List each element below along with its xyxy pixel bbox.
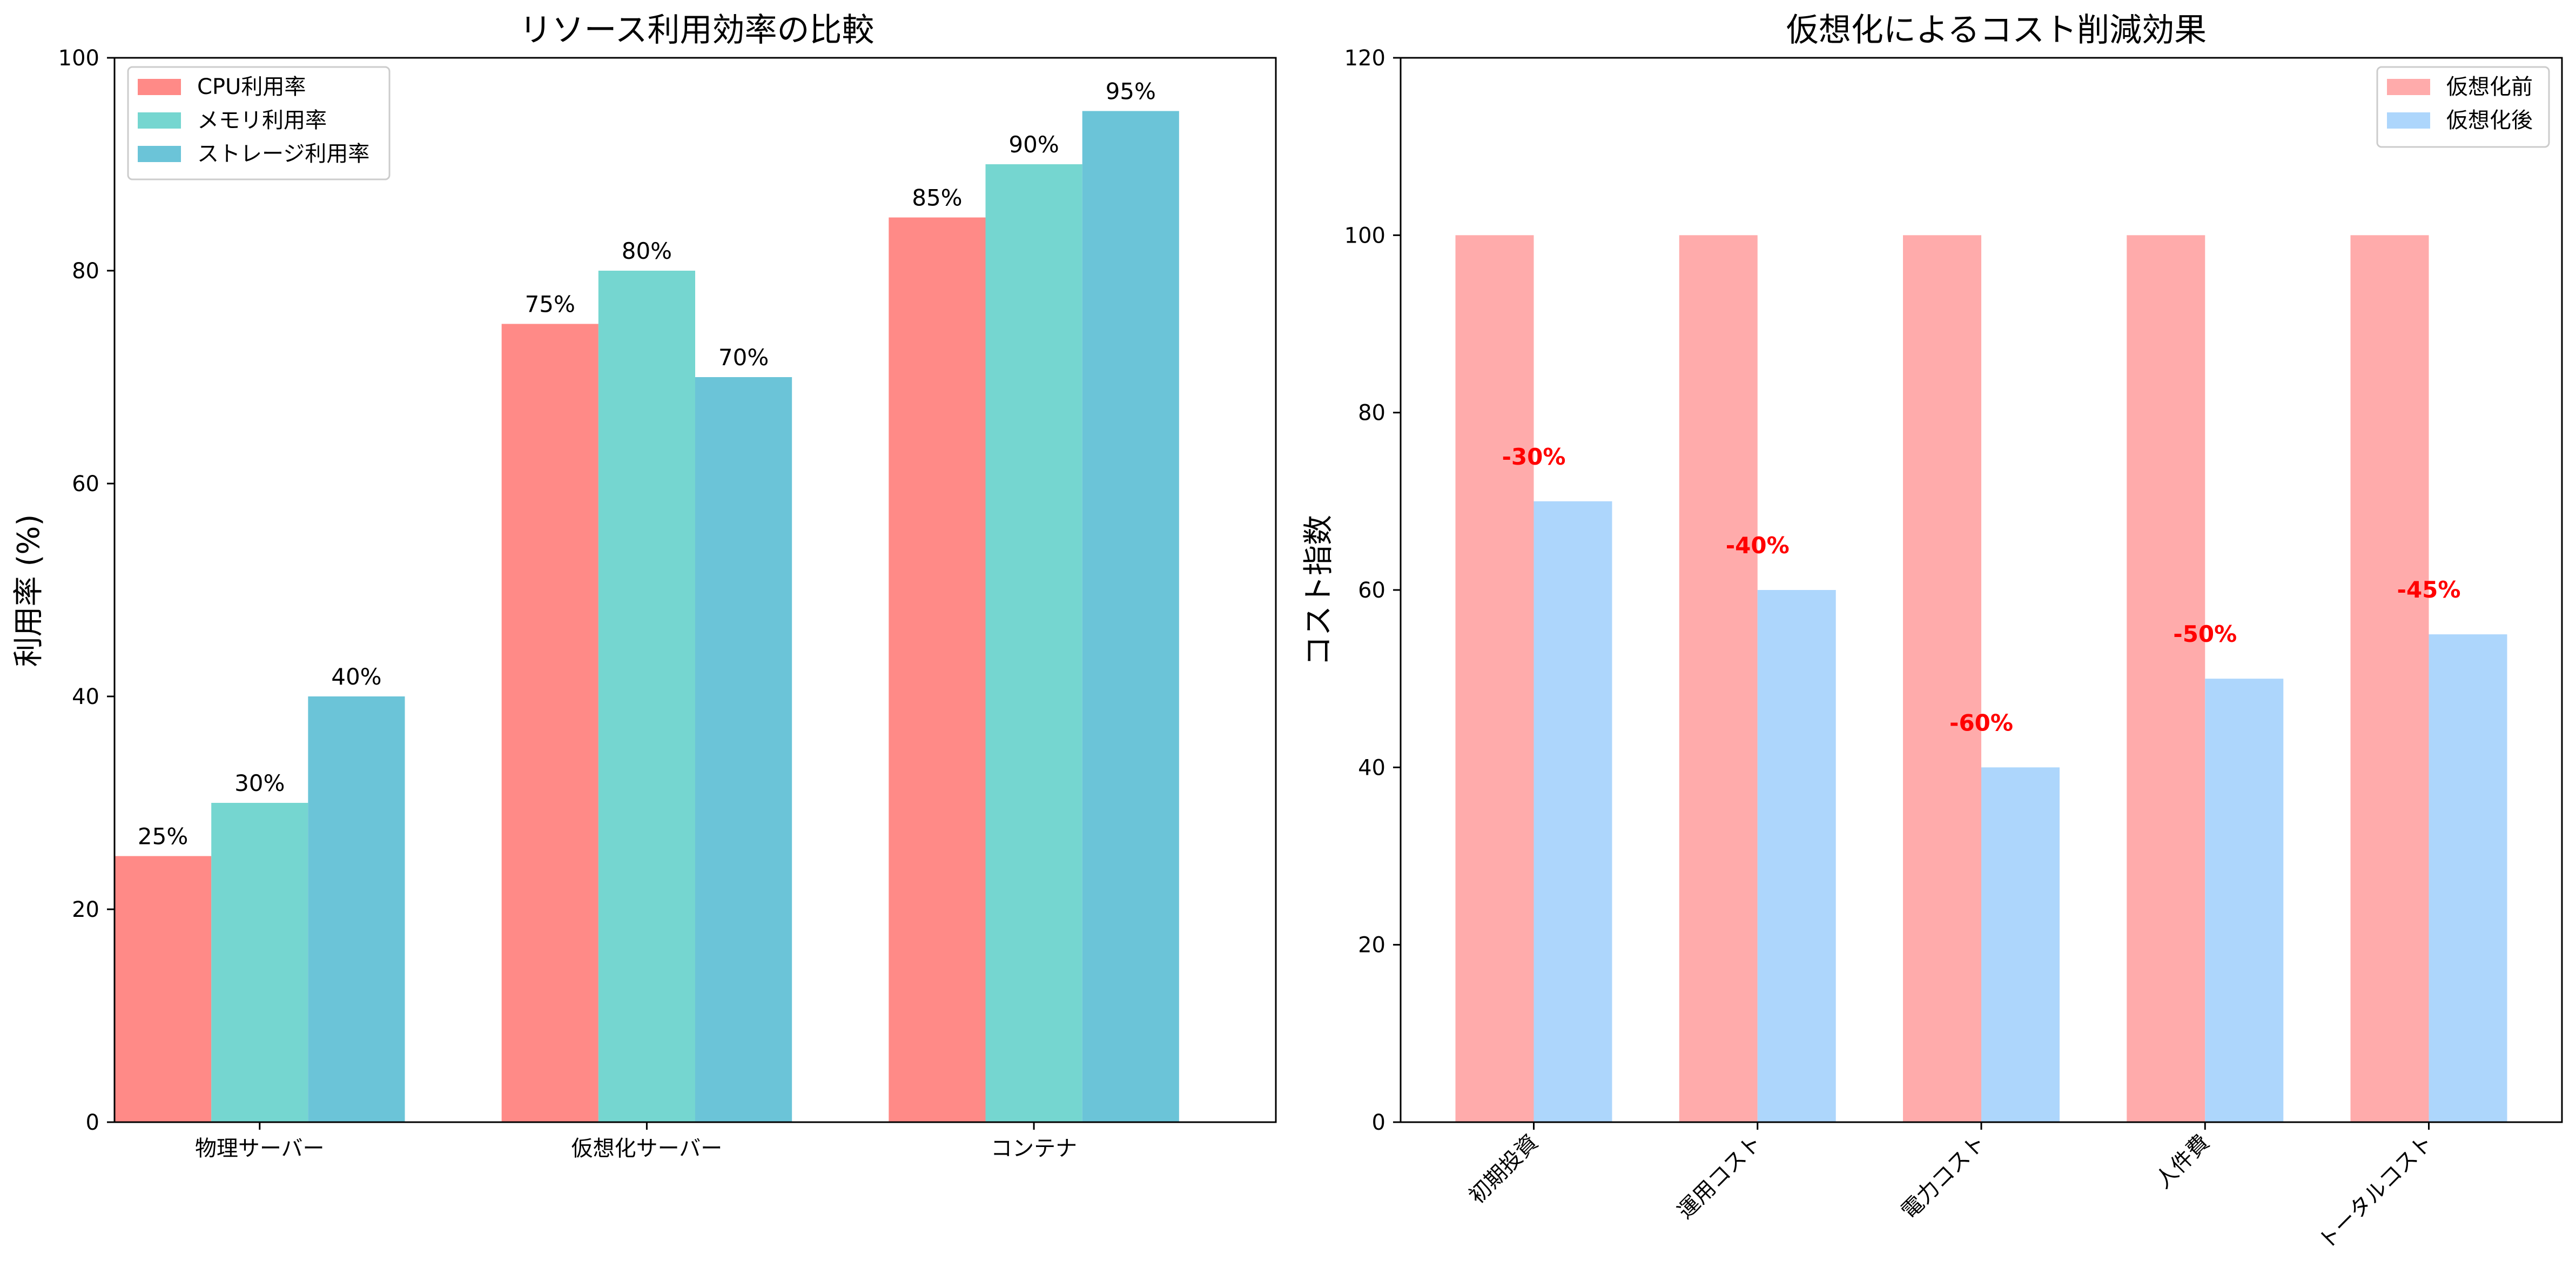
- bar: [2205, 679, 2284, 1122]
- bar: [1455, 235, 1534, 1122]
- reduction-label: -50%: [2173, 621, 2237, 647]
- legend-swatch: [2387, 112, 2430, 129]
- legend-swatch: [2387, 79, 2430, 95]
- bar: [1534, 501, 1612, 1123]
- x-tick-label: 仮想化サーバー: [571, 1136, 723, 1161]
- value-label: 70%: [718, 344, 769, 371]
- y-tick-label: 20: [72, 897, 99, 922]
- y-tick-label: 60: [1358, 578, 1385, 603]
- x-tick-label: 電力コスト: [1896, 1130, 1990, 1224]
- legend-swatch: [138, 146, 181, 162]
- legend-swatch: [138, 79, 181, 95]
- value-label: 85%: [912, 185, 962, 211]
- bar: [2127, 235, 2205, 1122]
- x-tick-label: 運用コスト: [1673, 1130, 1767, 1224]
- chart-title: リソース利用効率の比較: [520, 11, 875, 49]
- bar: [2429, 634, 2507, 1122]
- chart-cost-reduction: 仮想化によるコスト削減効果 コスト指数 -30% -40% -60% -50% -45%…: [1301, 11, 2563, 1254]
- reduction-label: -45%: [2397, 576, 2461, 603]
- bar: [985, 164, 1082, 1122]
- y-axis-label: 利用率 (%): [11, 514, 46, 667]
- y-tick-label: 80: [72, 259, 99, 284]
- bar: [501, 324, 598, 1122]
- value-label: 90%: [1008, 131, 1059, 158]
- x-axis-ticks: 初期投資 運用コスト 電力コスト 人件費 トータルコスト: [1464, 1122, 2438, 1254]
- y-tick-label: 60: [72, 472, 99, 497]
- legend-label: 仮想化前: [2446, 75, 2533, 99]
- value-label: 40%: [331, 663, 381, 690]
- reduction-label: -40%: [1726, 532, 1790, 559]
- legend-box: [127, 66, 391, 180]
- plot-frame: [113, 57, 1277, 1123]
- y-tick-label: 80: [1358, 401, 1385, 426]
- x-tick-label: 人件費: [2151, 1130, 2214, 1193]
- bar: [1679, 235, 1758, 1122]
- bar: [2350, 235, 2429, 1122]
- bar: [1903, 235, 1981, 1122]
- reduction-label: -60%: [1949, 709, 2013, 736]
- reduction-label: -30%: [1502, 444, 1565, 470]
- reduction-annotations: -30% -40% -60% -50% -45%: [1502, 444, 2460, 736]
- y-tick-label: 0: [86, 1110, 99, 1135]
- bar: [695, 377, 792, 1122]
- value-label: 80%: [622, 238, 672, 264]
- chart-resource-efficiency: リソース利用効率の比較 利用率 (%) 25% 75% 85% 30% 80% 90% 40…: [11, 11, 1277, 1161]
- x-tick-label: 初期投資: [1464, 1130, 1543, 1209]
- legend-swatch: [138, 112, 181, 129]
- value-label: 25%: [138, 823, 188, 850]
- bar: [115, 856, 212, 1122]
- bar: [598, 271, 695, 1122]
- value-label: 30%: [234, 770, 285, 796]
- y-tick-label: 100: [58, 46, 99, 71]
- y-tick-label: 40: [72, 685, 99, 709]
- value-label: 75%: [525, 291, 575, 318]
- y-tick-label: 40: [1358, 755, 1385, 780]
- x-tick-label: 物理サーバー: [195, 1136, 325, 1161]
- legend-label: 仮想化後: [2446, 108, 2533, 133]
- legend-label: メモリ利用率: [197, 108, 327, 133]
- y-axis-ticks: 0 20 40 60 80 100: [58, 46, 115, 1135]
- bar: [889, 217, 986, 1122]
- bar: [211, 803, 308, 1122]
- bar: [308, 696, 405, 1122]
- x-tick-label: コンテナ: [991, 1136, 1077, 1161]
- x-tick-label: トータルコスト: [2314, 1130, 2438, 1255]
- bars: [115, 111, 1179, 1122]
- plot-frame: [1400, 57, 2563, 1123]
- chart-title: 仮想化によるコスト削減効果: [1786, 11, 2207, 49]
- bar: [1757, 590, 1836, 1122]
- y-tick-label: 20: [1358, 933, 1385, 958]
- y-tick-label: 0: [1372, 1110, 1385, 1135]
- x-axis-ticks: 物理サーバー 仮想化サーバー コンテナ: [195, 1122, 1077, 1161]
- y-tick-label: 100: [1344, 223, 1385, 248]
- value-labels: 25% 75% 85% 30% 80% 90% 40% 70% 95%: [138, 78, 1156, 850]
- y-axis-ticks: 0 20 40 60 80 100 120: [1344, 46, 1401, 1135]
- bar: [1981, 767, 2060, 1122]
- y-axis-label: コスト指数: [1301, 515, 1336, 666]
- legend-label: ストレージ利用率: [197, 142, 369, 166]
- value-label: 95%: [1106, 78, 1156, 105]
- y-tick-label: 120: [1344, 46, 1385, 71]
- legend-label: CPU利用率: [197, 75, 306, 99]
- bar: [1082, 111, 1179, 1122]
- bars: [1455, 235, 2507, 1123]
